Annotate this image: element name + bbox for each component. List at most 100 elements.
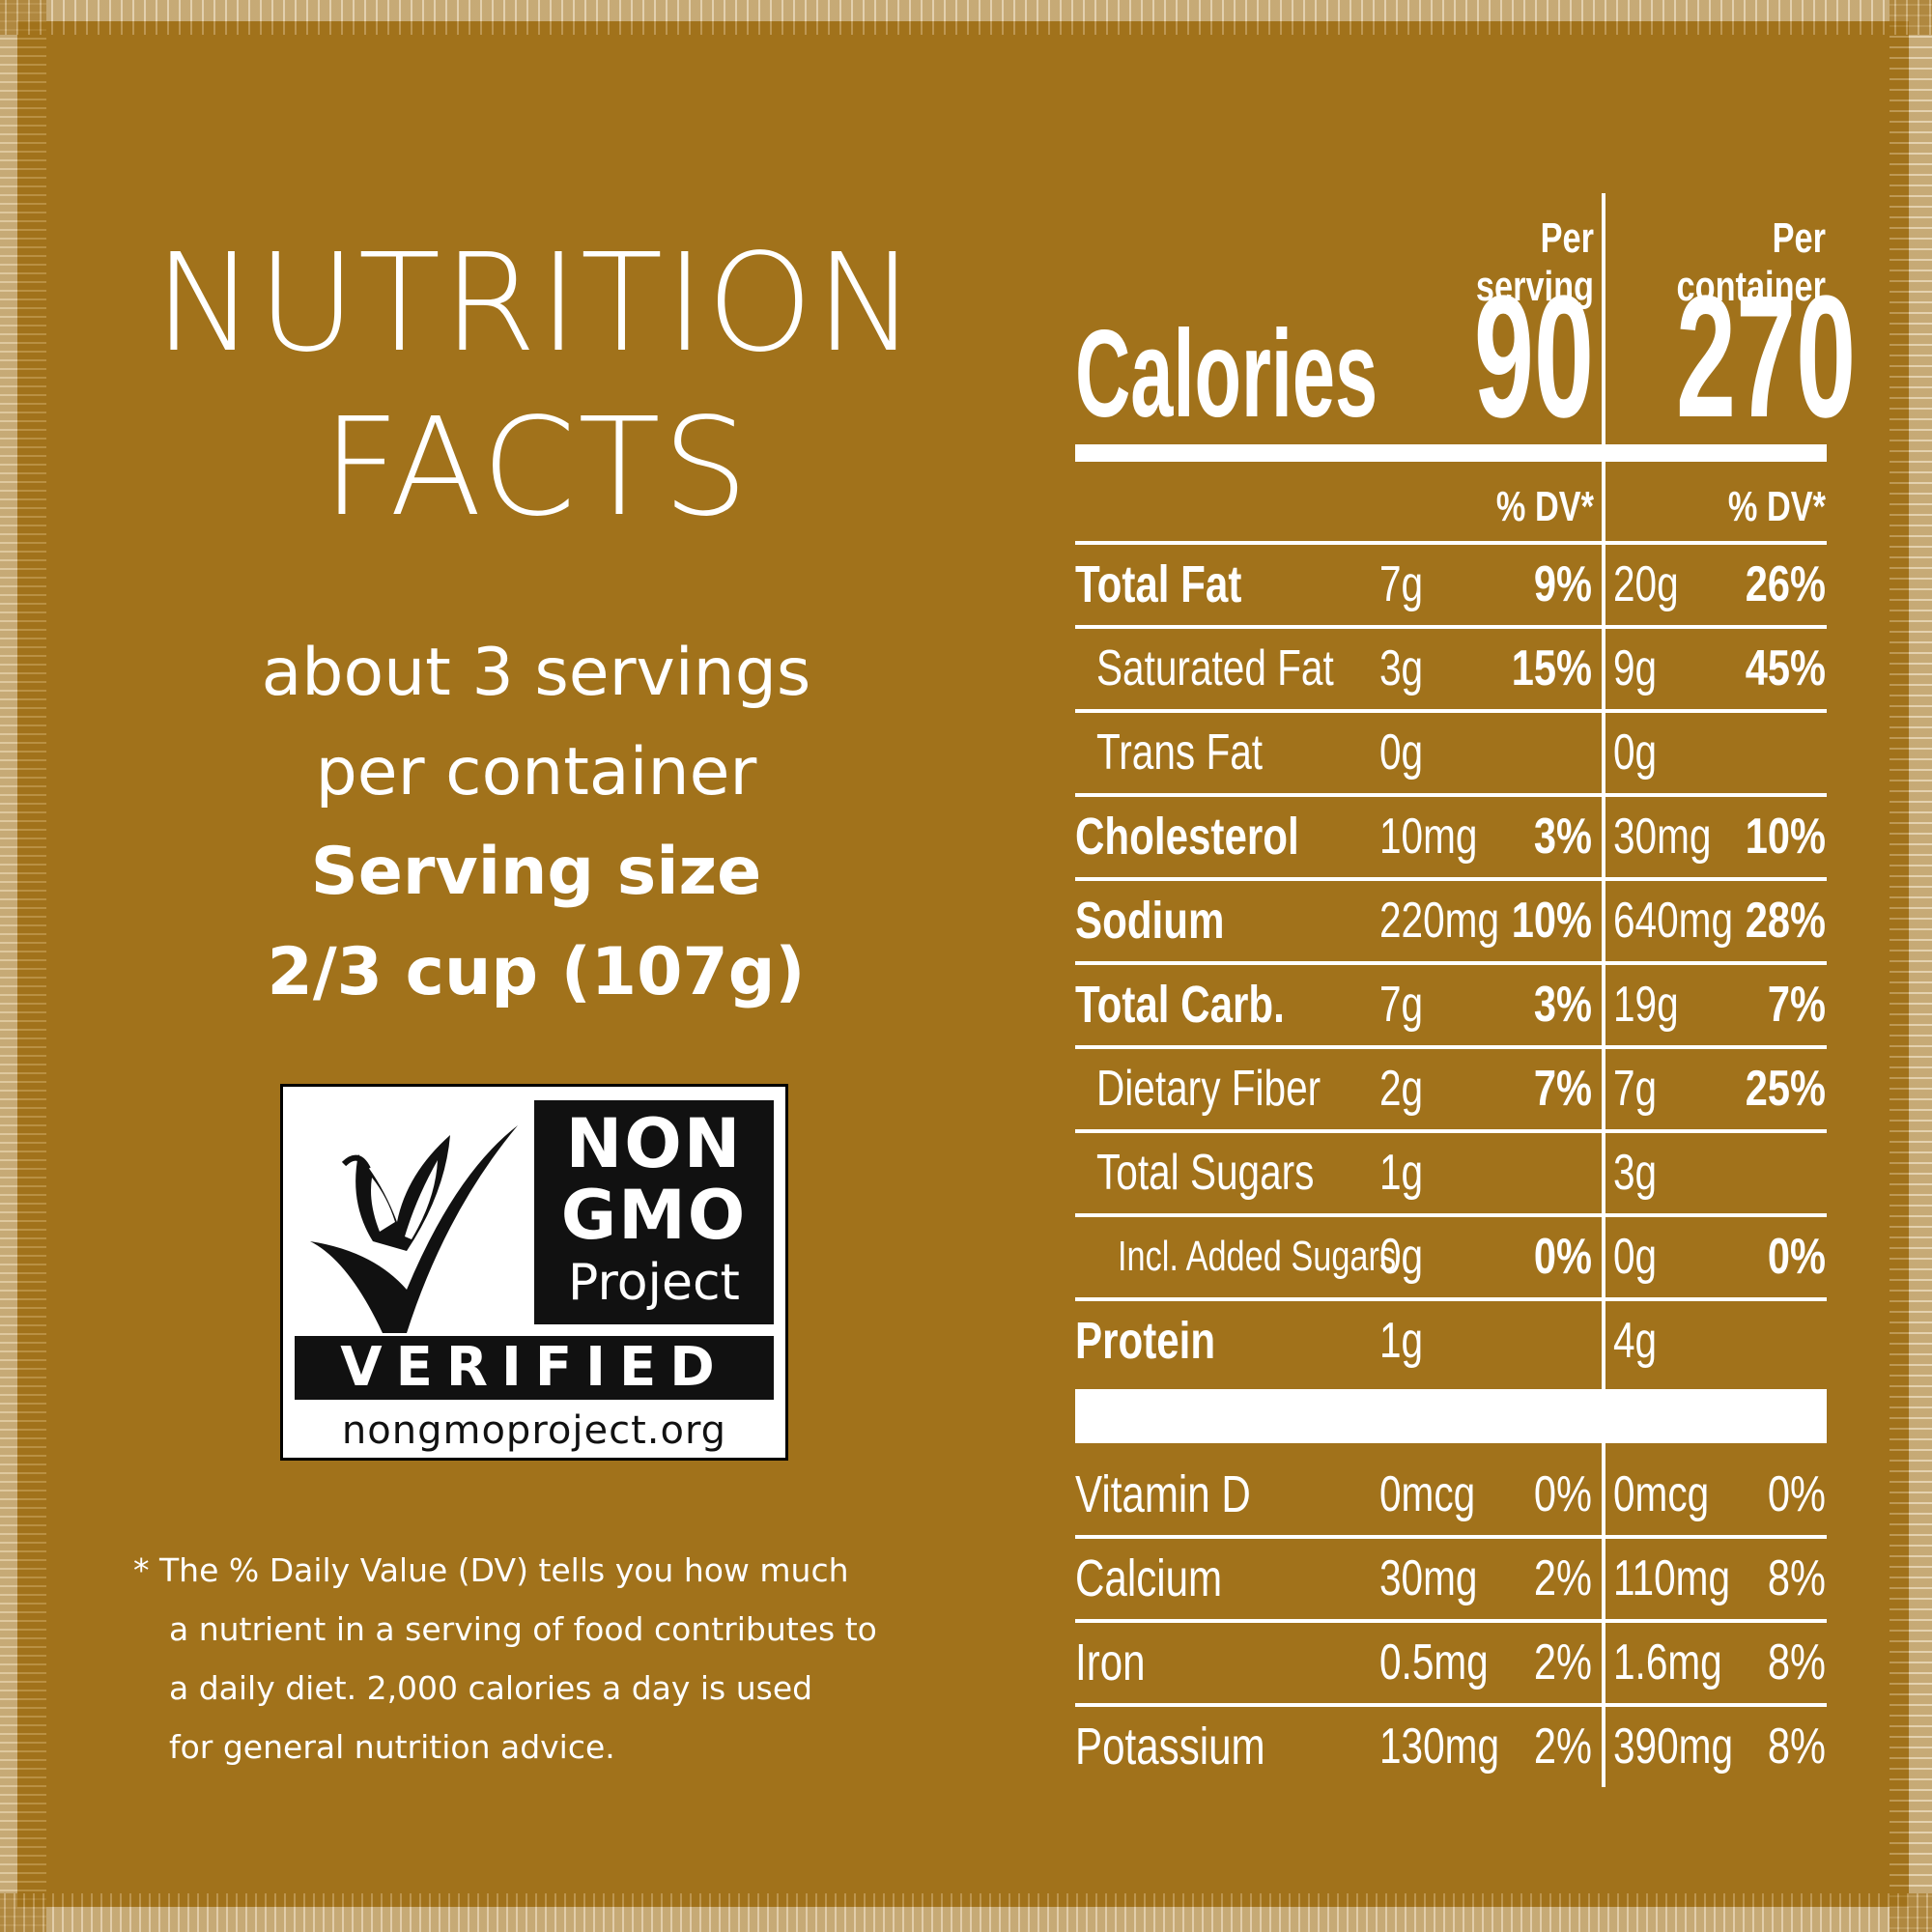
- vitamin-label: Calcium: [1075, 1549, 1223, 1607]
- nutrient-amount-container: 4g: [1613, 1313, 1658, 1369]
- row-divider: [1075, 1045, 1827, 1049]
- nutrient-dv-container: 7%: [1767, 977, 1826, 1033]
- footnote-line-1: * The % Daily Value (DV) tells you how m…: [133, 1551, 849, 1589]
- nutrient-amount-container: 3g: [1613, 1145, 1658, 1201]
- nutrient-dv-serving: 9%: [1533, 556, 1592, 612]
- nutrient-amount-container: 20g: [1613, 556, 1679, 612]
- calories-per-container: 270: [1676, 260, 1857, 454]
- nutrient-label: Protein: [1075, 1312, 1216, 1370]
- nutrient-amount-container: 0g: [1613, 724, 1658, 781]
- nutrient-amount-serving: 3g: [1379, 640, 1424, 696]
- per-serving-header: Per serving: [1475, 214, 1594, 310]
- row-divider: [1075, 1129, 1827, 1133]
- nutrient-label: Sodium: [1075, 892, 1225, 950]
- non-gmo-text-box: NON GMO Project: [534, 1100, 774, 1324]
- nutrient-dv-serving: 7%: [1533, 1061, 1592, 1117]
- footnote-line-3: a daily diet. 2,000 calories a day is us…: [169, 1669, 813, 1707]
- nutrient-amount-container: 7g: [1613, 1061, 1658, 1117]
- nutrient-amount-container: 9g: [1613, 640, 1658, 696]
- nutrient-dv-container: 45%: [1745, 640, 1826, 696]
- nutrient-amount-container: 30mg: [1613, 809, 1712, 865]
- servings-per-container-line-1: about 3 servings: [261, 635, 811, 711]
- vitamin-amount-container: 1.6mg: [1613, 1634, 1722, 1690]
- vitamin-amount-serving: 30mg: [1379, 1550, 1478, 1606]
- nutrient-label: Incl. Added Sugars: [1118, 1233, 1397, 1280]
- nutrient-amount-container: 0g: [1613, 1229, 1658, 1285]
- non-gmo-verified-logo: NON GMO Project VERIFIED nongmoproject.o…: [280, 1084, 788, 1461]
- row-divider: [1075, 625, 1827, 629]
- vitamin-label: Potassium: [1075, 1718, 1265, 1776]
- nutrient-dv-container: 28%: [1745, 893, 1826, 949]
- nutrient-amount-serving: 2g: [1379, 1061, 1424, 1117]
- rough-edge-right: [1889, 0, 1932, 1932]
- nutrient-amount-serving: 7g: [1379, 977, 1424, 1033]
- calories-label: Calories: [1075, 305, 1378, 443]
- vitamin-row-divider: [1075, 1703, 1827, 1707]
- logo-verified-text: VERIFIED: [295, 1336, 774, 1400]
- vitamin-dv-serving: 0%: [1533, 1466, 1592, 1522]
- calories-divider-bar: [1075, 444, 1827, 462]
- vitamin-amount-container: 110mg: [1613, 1550, 1731, 1606]
- vitamin-amount-serving: 0mcg: [1379, 1466, 1476, 1522]
- serving-size-value: 2/3 cup (107g): [267, 934, 806, 1010]
- vitamin-amount-serving: 130mg: [1379, 1719, 1500, 1775]
- vitamin-dv-container: 8%: [1767, 1634, 1826, 1690]
- nutrient-amount-container: 640mg: [1613, 893, 1734, 949]
- nutrient-amount-serving: 220mg: [1379, 893, 1500, 949]
- nutrient-label: Dietary Fiber: [1096, 1061, 1321, 1117]
- nutrient-amount-container: 19g: [1613, 977, 1679, 1033]
- nutrient-label: Total Sugars: [1096, 1145, 1315, 1201]
- footnote-line-2: a nutrient in a serving of food contribu…: [169, 1610, 877, 1648]
- vitamin-row-divider: [1075, 1619, 1827, 1623]
- nutrient-label: Total Carb.: [1075, 976, 1285, 1034]
- row-divider: [1075, 709, 1827, 713]
- dv-header-container: % DV*: [1727, 483, 1826, 530]
- column-divider: [1602, 193, 1605, 1787]
- serving-size-label: Serving size: [310, 834, 762, 910]
- nutrient-dv-serving: 0%: [1533, 1229, 1592, 1285]
- row-divider: [1075, 793, 1827, 797]
- vitamin-amount-serving: 0.5mg: [1379, 1634, 1489, 1690]
- footnote-line-4: for general nutrition advice.: [169, 1728, 615, 1766]
- logo-url-text: nongmoproject.org: [341, 1408, 727, 1453]
- vitamin-dv-container: 8%: [1767, 1550, 1826, 1606]
- nutrient-label: Total Fat: [1075, 555, 1242, 613]
- row-divider: [1075, 961, 1827, 965]
- vitamin-dv-serving: 2%: [1533, 1550, 1592, 1606]
- nutrient-dv-serving: 3%: [1533, 977, 1592, 1033]
- row-divider: [1075, 877, 1827, 881]
- calories-per-serving: 90: [1473, 260, 1594, 454]
- nutrient-dv-container: 0%: [1767, 1229, 1826, 1285]
- row-divider: [1075, 1213, 1827, 1217]
- vitamin-amount-container: 0mcg: [1613, 1466, 1710, 1522]
- nutrient-amount-serving: 10mg: [1379, 809, 1478, 865]
- nutrient-dv-serving: 15%: [1511, 640, 1592, 696]
- nutrient-dv-container: 25%: [1745, 1061, 1826, 1117]
- nutrient-dv-serving: 10%: [1511, 893, 1592, 949]
- vitamin-dv-container: 0%: [1767, 1466, 1826, 1522]
- row-divider: [1075, 1297, 1827, 1301]
- nutrient-label: Trans Fat: [1096, 724, 1264, 781]
- nutrient-dv-serving: 3%: [1533, 809, 1592, 865]
- dv-header-serving: % DV*: [1495, 483, 1594, 530]
- servings-per-container-line-2: per container: [315, 734, 757, 810]
- nutrient-label: Saturated Fat: [1096, 640, 1334, 696]
- rough-edge-left: [0, 0, 46, 1932]
- rough-edge-top: [0, 0, 1932, 35]
- rough-edge-bottom: [0, 1893, 1932, 1932]
- vitamin-label: Iron: [1075, 1634, 1146, 1691]
- vitamin-divider-bar: [1075, 1389, 1827, 1443]
- nutrient-amount-serving: 7g: [1379, 556, 1424, 612]
- nutrient-amount-serving: 1g: [1379, 1145, 1424, 1201]
- row-divider: [1075, 541, 1827, 545]
- vitamin-dv-container: 8%: [1767, 1719, 1826, 1775]
- nutrient-amount-serving: 0g: [1379, 1229, 1424, 1285]
- logo-gmo-text: GMO: [560, 1176, 748, 1255]
- vitamin-amount-container: 390mg: [1613, 1719, 1734, 1775]
- title-line-1: NUTRITION: [154, 225, 919, 383]
- butterfly-checkmark-icon: [310, 1125, 518, 1333]
- nutrient-amount-serving: 0g: [1379, 724, 1424, 781]
- vitamin-dv-serving: 2%: [1533, 1634, 1592, 1690]
- logo-non-text: NON: [565, 1104, 743, 1183]
